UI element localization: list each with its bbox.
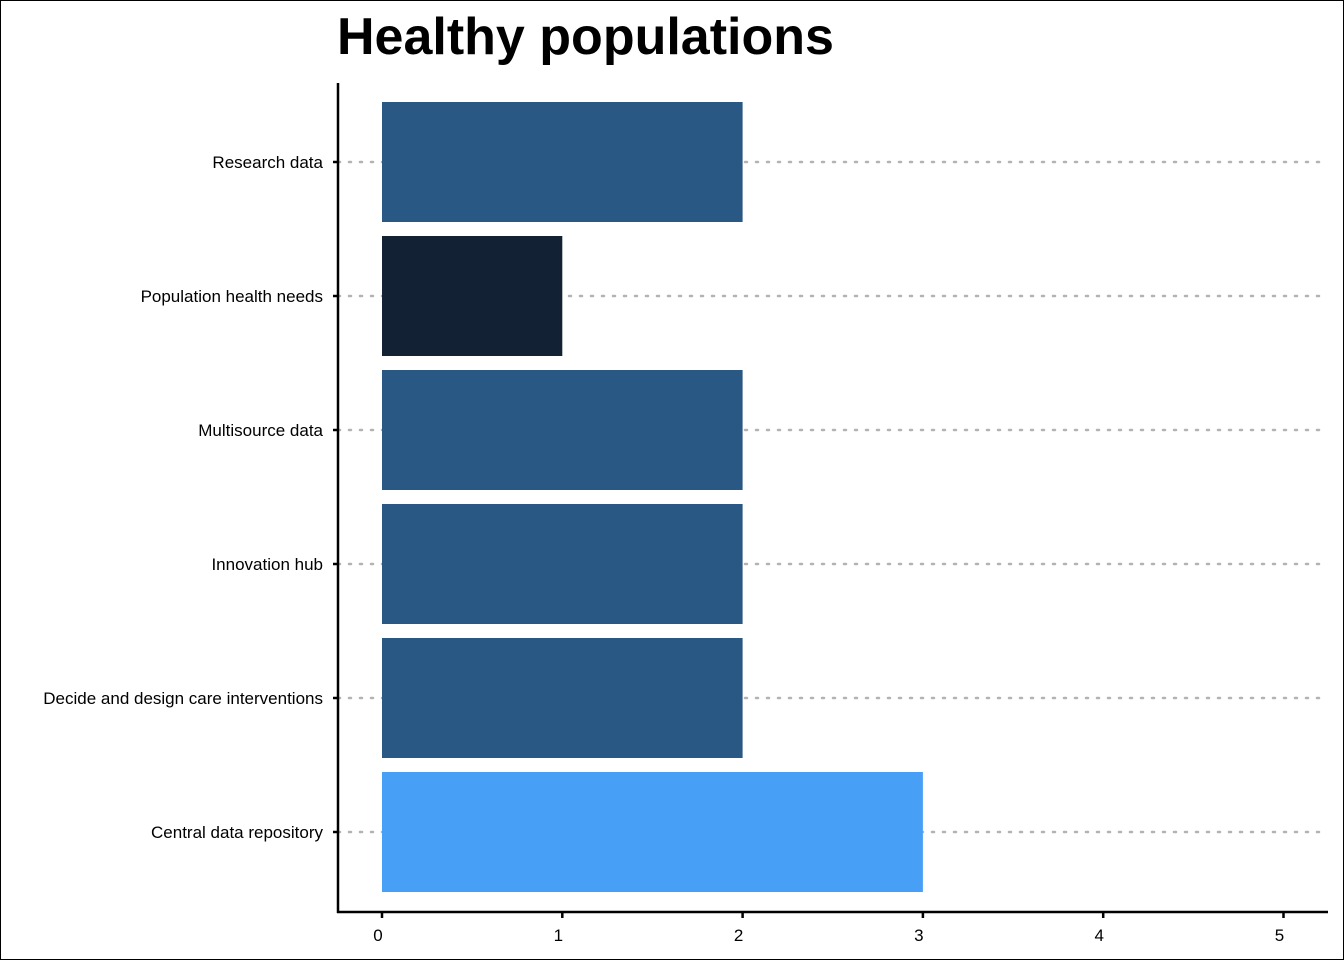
- y-tick-label: Innovation hub: [211, 555, 323, 574]
- bar: [382, 638, 743, 758]
- y-tick-label: Central data repository: [151, 823, 323, 842]
- y-tick-label: Population health needs: [141, 287, 323, 306]
- bar: [382, 102, 743, 222]
- x-tick-label: 2: [734, 926, 743, 945]
- y-tick-label: Multisource data: [198, 421, 323, 440]
- chart-title: Healthy populations: [337, 8, 834, 66]
- x-tick-label: 1: [554, 926, 563, 945]
- bar: [382, 370, 743, 490]
- bars: [382, 102, 923, 892]
- x-tick-label: 0: [373, 926, 382, 945]
- bar: [382, 504, 743, 624]
- y-tick-label: Research data: [212, 153, 323, 172]
- x-tick-label: 4: [1094, 926, 1103, 945]
- x-tick-label: 5: [1275, 926, 1284, 945]
- x-tick-label: 3: [914, 926, 923, 945]
- bar: [382, 772, 923, 892]
- y-tick-label: Decide and design care interventions: [43, 689, 323, 708]
- axes: Research data Population health needs Mult…: [43, 83, 1328, 945]
- bar: [382, 236, 563, 356]
